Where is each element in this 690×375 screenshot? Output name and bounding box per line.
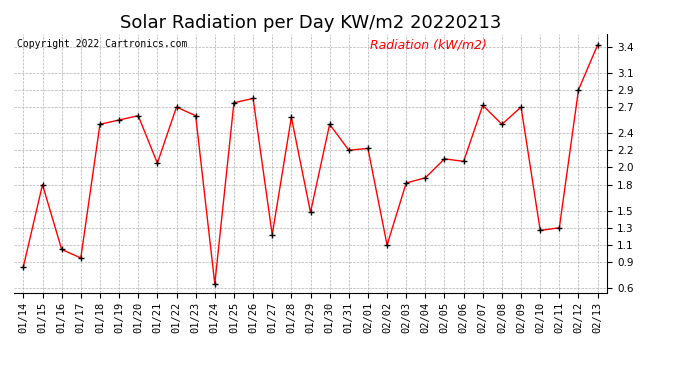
Text: Radiation (kW/m2): Radiation (kW/m2)	[370, 39, 486, 52]
Title: Solar Radiation per Day KW/m2 20220213: Solar Radiation per Day KW/m2 20220213	[120, 14, 501, 32]
Text: Copyright 2022 Cartronics.com: Copyright 2022 Cartronics.com	[17, 39, 187, 49]
